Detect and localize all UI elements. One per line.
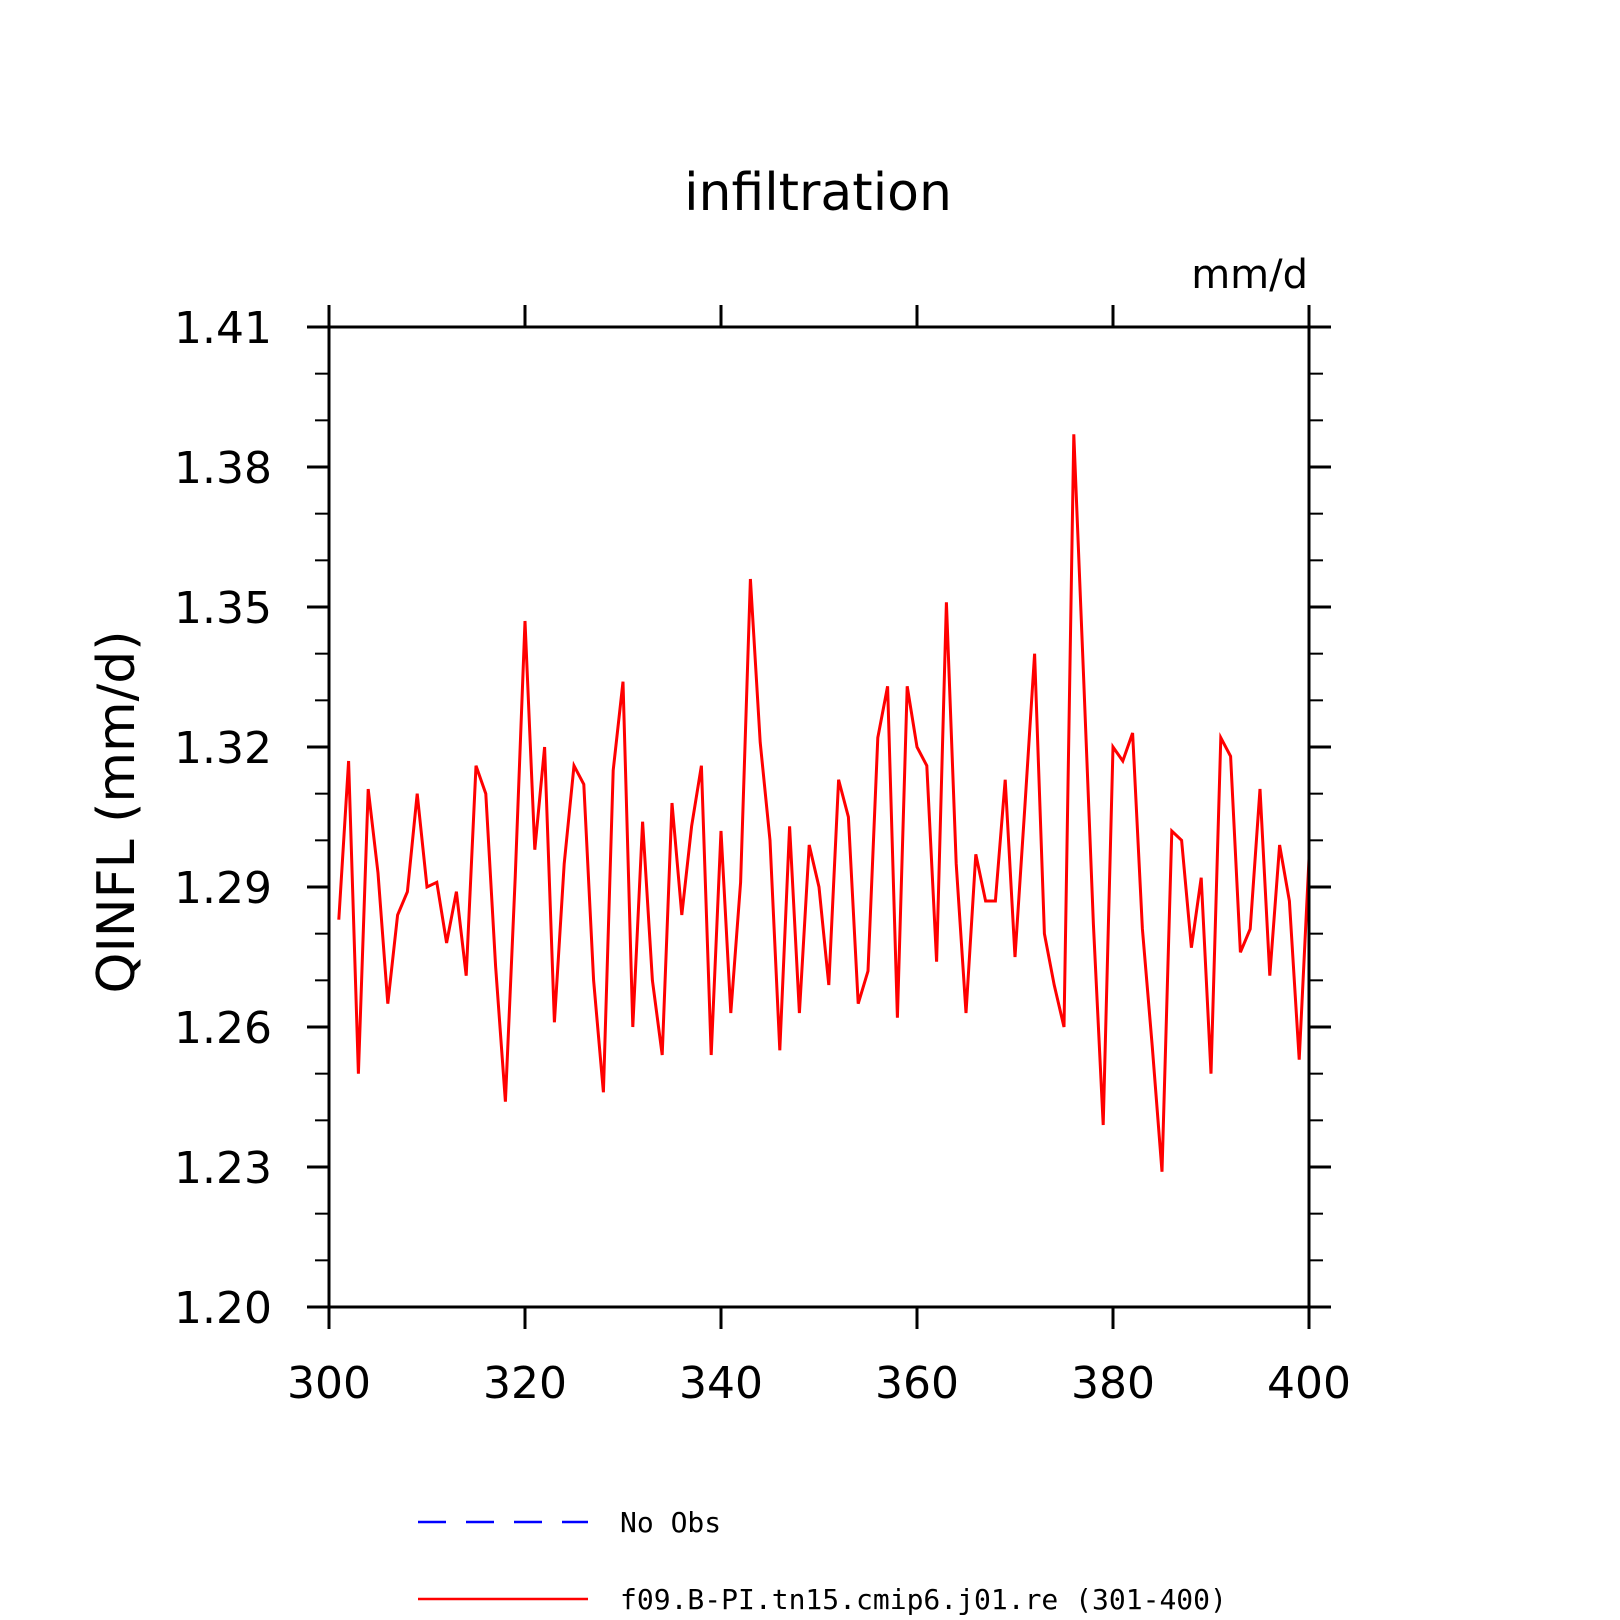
x-tick-label: 360 <box>875 1358 959 1409</box>
legend: No Obs f09.B-PI.tn15.cmip6.j01.re (301-4… <box>418 1506 1227 1616</box>
x-axis-tick-labels: 300 320 340 360 380 400 <box>287 1358 1351 1409</box>
series-line-1 <box>337 434 1311 1172</box>
y-tick-label: 1.38 <box>174 443 272 494</box>
chart-title: infiltration <box>684 163 952 223</box>
y-tick-label: 1.29 <box>174 863 272 914</box>
x-tick-label: 400 <box>1267 1358 1351 1409</box>
y-tick-label: 1.23 <box>174 1143 272 1194</box>
series-layer <box>337 434 1311 1172</box>
x-tick-label: 340 <box>679 1358 763 1409</box>
y-axis-tick-labels: 1.20 1.23 1.26 1.29 1.32 1.35 1.38 1.41 <box>174 303 272 1334</box>
x-tick-label: 300 <box>287 1358 371 1409</box>
units-label: mm/d <box>1191 252 1308 298</box>
y-tick-label: 1.35 <box>174 583 272 634</box>
y-tick-label: 1.26 <box>174 1003 272 1054</box>
y-axis-label: QINFL (mm/d) <box>87 631 147 994</box>
x-tick-label: 380 <box>1071 1358 1155 1409</box>
x-tick-label: 320 <box>483 1358 567 1409</box>
y-tick-label: 1.32 <box>174 723 272 774</box>
y-axis-ticks <box>307 325 1331 1309</box>
y-tick-label: 1.20 <box>174 1283 272 1334</box>
plot-frame <box>327 325 1311 1309</box>
legend-label-no-obs: No Obs <box>620 1506 721 1539</box>
legend-label-model-run: f09.B-PI.tn15.cmip6.j01.re (301-400) <box>620 1583 1227 1616</box>
y-tick-label: 1.41 <box>174 303 272 354</box>
x-axis-ticks <box>327 305 1311 1329</box>
